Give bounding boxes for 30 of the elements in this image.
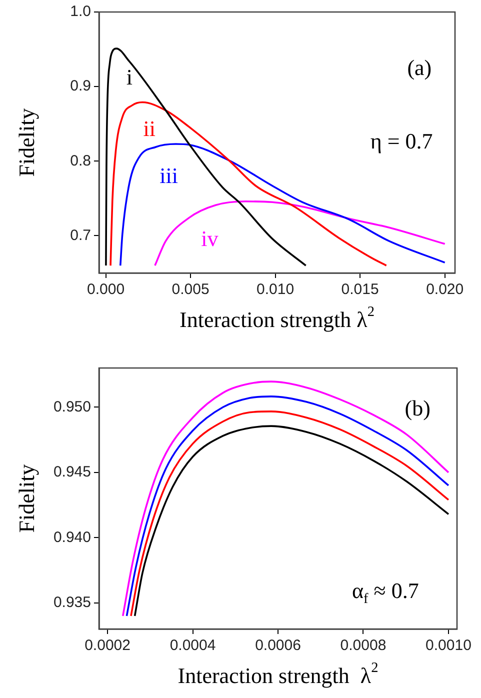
x-tick-label: 0.010 (256, 281, 294, 298)
line-series (154, 200, 446, 266)
annotation: η = 0.7 (370, 128, 433, 154)
series-label: iii (160, 162, 178, 188)
line-series (110, 101, 388, 266)
series-label: i (126, 64, 133, 90)
x-tick-label: 0.0010 (426, 637, 472, 654)
annotation: (a) (407, 55, 432, 80)
line-series (105, 48, 307, 266)
y-tick-label: 0.9 (70, 78, 91, 95)
y-tick-label: 0.940 (53, 528, 91, 546)
x-tick-label: 0.015 (341, 281, 379, 298)
x-tick-label: 0.0002 (84, 637, 130, 654)
y-tick-label: 0.7 (70, 226, 91, 244)
y-tick-label: 1.0 (70, 3, 91, 20)
x-tick-label: 0.000 (87, 281, 125, 298)
x-tick-label: 0.0006 (255, 637, 301, 654)
y-tick-label: 0.945 (53, 464, 91, 481)
series-label: ii (143, 116, 156, 142)
y-axis-title: Fidelity (14, 464, 39, 533)
x-tick-label: 0.020 (426, 281, 464, 298)
annotation: (b) (404, 396, 430, 421)
series-label: iv (201, 226, 218, 252)
x-tick-label: 0.0004 (170, 637, 216, 654)
y-axis-title: Fidelity (14, 108, 39, 177)
y-tick-label: 0.935 (53, 594, 91, 612)
x-tick-label: 0.0008 (340, 637, 386, 654)
y-tick-label: 0.8 (70, 152, 91, 170)
x-tick-label: 0.005 (172, 281, 210, 298)
y-tick-label: 0.950 (53, 398, 91, 416)
